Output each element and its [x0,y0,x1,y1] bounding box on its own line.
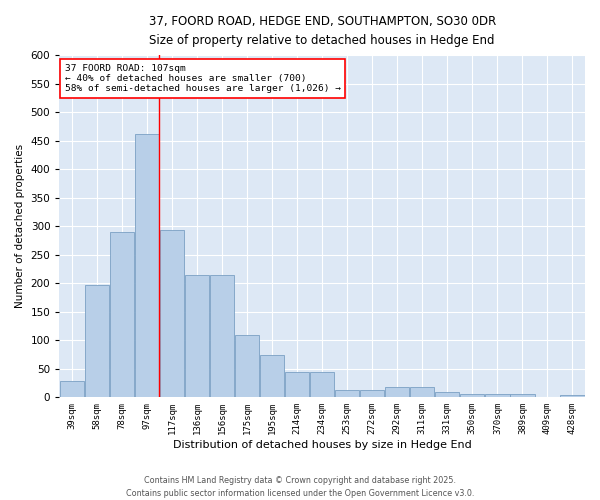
Title: 37, FOORD ROAD, HEDGE END, SOUTHAMPTON, SO30 0DR
Size of property relative to de: 37, FOORD ROAD, HEDGE END, SOUTHAMPTON, … [149,15,496,47]
Bar [310,372,334,398]
Bar [60,382,84,398]
Bar [285,372,309,398]
Y-axis label: Number of detached properties: Number of detached properties [15,144,25,308]
Bar [360,390,385,398]
Bar [385,387,409,398]
Bar [260,354,284,398]
Bar [210,274,234,398]
Bar [485,394,509,398]
Bar [185,274,209,398]
Bar [85,285,109,398]
Bar [135,134,159,398]
Text: 37 FOORD ROAD: 107sqm
← 40% of detached houses are smaller (700)
58% of semi-det: 37 FOORD ROAD: 107sqm ← 40% of detached … [65,64,341,94]
Bar [235,334,259,398]
Text: Contains HM Land Registry data © Crown copyright and database right 2025.
Contai: Contains HM Land Registry data © Crown c… [126,476,474,498]
Bar [160,230,184,398]
Bar [435,392,460,398]
Bar [110,232,134,398]
Bar [410,387,434,398]
Bar [510,394,535,398]
Bar [560,395,584,398]
Bar [460,394,484,398]
Bar [335,390,359,398]
X-axis label: Distribution of detached houses by size in Hedge End: Distribution of detached houses by size … [173,440,472,450]
